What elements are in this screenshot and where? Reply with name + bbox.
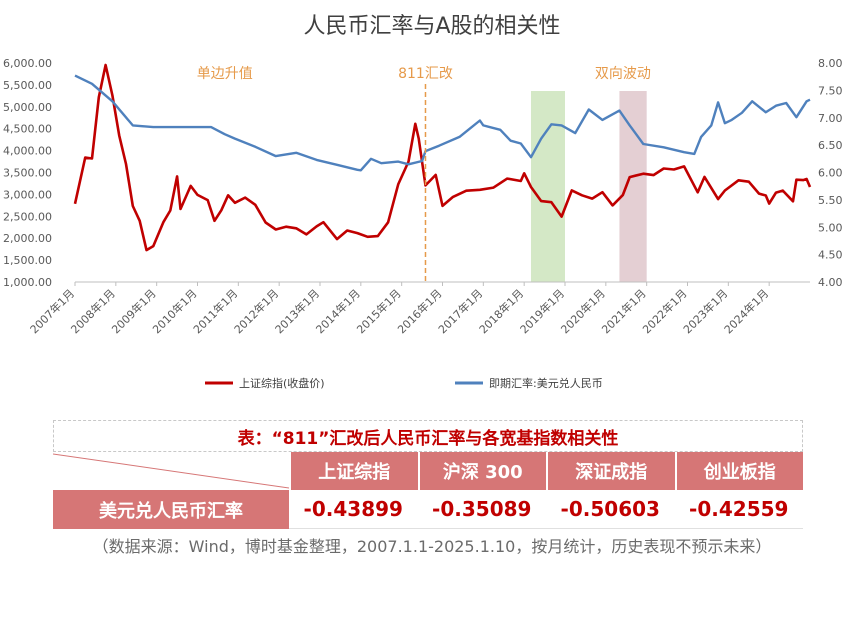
series-line-usdcny <box>74 74 811 172</box>
y-left-tick-label: 3,000.00 <box>3 188 52 201</box>
y-right-tick-label: 7.50 <box>818 84 843 97</box>
column-header: 沪深 300 <box>417 452 546 490</box>
annotation-label: 双向波动 <box>595 66 651 82</box>
column-header: 上证综指 <box>289 452 418 490</box>
correlation-value: -0.42559 <box>674 490 803 529</box>
diagonal-line <box>53 453 289 489</box>
shaded-range <box>530 91 565 282</box>
x-axis: 2007年1月2008年1月2009年1月2010年1月2011年1月2012年… <box>27 281 810 336</box>
x-tick-label: 2024年1月 <box>721 286 771 336</box>
annotation-label: 811汇改 <box>398 66 453 82</box>
y-left-tick-label: 3,500.00 <box>3 167 52 180</box>
right-axis: 4.00 4.50 5.00 5.50 6.00 6.50 7.00 7.50 8.00 <box>818 57 843 289</box>
correlation-value: -0.35089 <box>417 490 546 529</box>
y-left-tick-label: 1,500.00 <box>3 254 52 267</box>
shaded-ranges <box>530 91 647 282</box>
y-right-tick-label: 6.00 <box>818 167 843 180</box>
correlation-table: 表：“811”汇改后人民币汇率与各宽基指数相关性 上证综指 沪深 300 深证成… <box>53 420 803 529</box>
annotation-label: 单边升值 <box>197 66 253 82</box>
annotations: 单边升值 811汇改 双向波动 <box>197 66 651 282</box>
y-right-tick-label: 6.50 <box>818 139 843 152</box>
chart-area: 人民币汇率与A股的相关性 1,000.00 1,500.00 2,000.00 2,5… <box>3 14 843 390</box>
y-right-tick-label: 5.00 <box>818 221 843 234</box>
correlation-value: -0.43899 <box>289 490 418 529</box>
y-left-tick-label: 6,000.00 <box>3 57 52 70</box>
y-right-tick-label: 4.50 <box>818 249 843 262</box>
legend-label: 即期汇率:美元兑人民币 <box>489 376 603 390</box>
y-left-tick-label: 5,000.00 <box>3 101 52 114</box>
table-corner-cell <box>53 452 289 490</box>
y-left-tick-label: 4,500.00 <box>3 123 52 136</box>
series-lines <box>73 63 812 252</box>
legend-label: 上证综指(收盘价) <box>239 376 325 390</box>
series-line-shanghai-index <box>73 63 812 252</box>
y-left-tick-label: 2,000.00 <box>3 232 52 245</box>
column-header: 深证成指 <box>546 452 675 490</box>
table-title: 表：“811”汇改后人民币汇率与各宽基指数相关性 <box>53 420 803 452</box>
y-left-tick-label: 4,000.00 <box>3 145 52 158</box>
left-axis: 1,000.00 1,500.00 2,000.00 2,500.00 3,000.00… <box>3 57 52 289</box>
y-left-tick-label: 2,500.00 <box>3 210 52 223</box>
shaded-range <box>619 91 647 282</box>
y-right-tick-label: 4.00 <box>818 276 843 289</box>
y-left-tick-label: 1,000.00 <box>3 276 52 289</box>
row-header: 美元兑人民币汇率 <box>53 490 289 529</box>
chart-title: 人民币汇率与A股的相关性 <box>303 14 560 39</box>
y-left-tick-label: 5,500.00 <box>3 79 52 92</box>
y-right-tick-label: 5.50 <box>818 194 843 207</box>
correlation-value: -0.50603 <box>546 490 675 529</box>
y-right-tick-label: 8.00 <box>818 57 843 70</box>
y-right-tick-label: 7.00 <box>818 112 843 125</box>
source-note: （数据来源：Wind，博时基金整理，2007.1.1-2025.1.10，按月统… <box>92 537 772 556</box>
column-header: 创业板指 <box>674 452 803 490</box>
legend: 上证综指(收盘价) 即期汇率:美元兑人民币 <box>205 376 603 390</box>
